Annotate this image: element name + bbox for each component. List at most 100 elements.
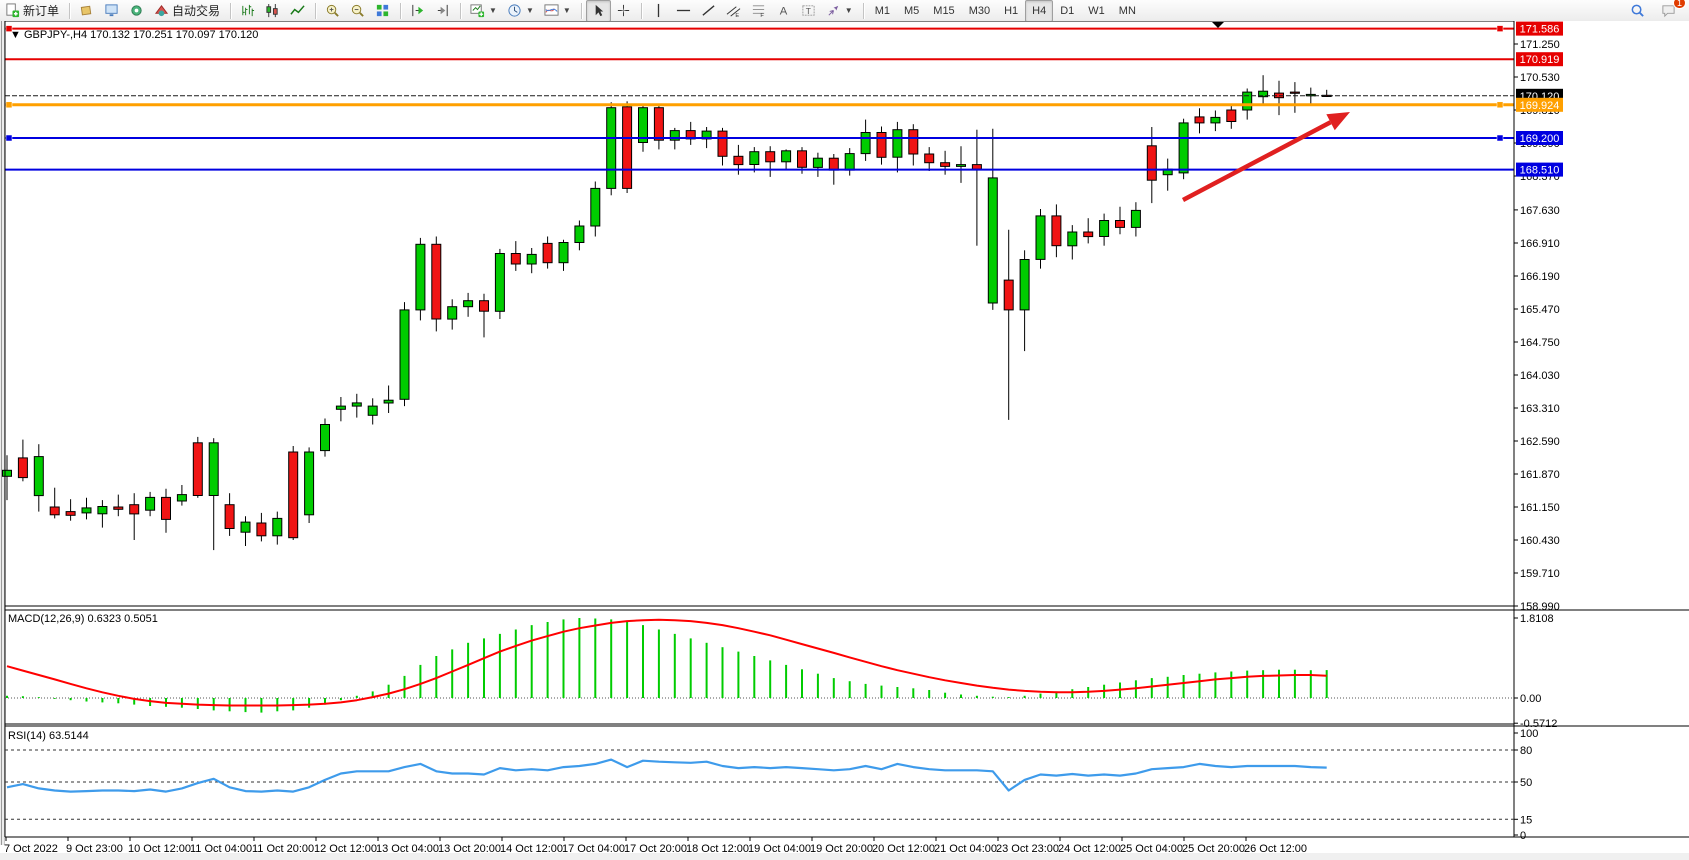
price-badges: 171.586170.919170.120169.924169.200168.5…: [1516, 21, 1563, 177]
horizontal-line-tool[interactable]: [671, 0, 696, 22]
tile-windows-button[interactable]: [370, 0, 395, 22]
time-tick-label: 14 Oct 12:00: [500, 843, 563, 855]
crosshair-tool-button[interactable]: [611, 0, 636, 22]
community-button[interactable]: 1: [1656, 0, 1686, 22]
line-chart-button[interactable]: [285, 0, 310, 22]
text-tool-icon: A: [776, 3, 791, 18]
candle: [256, 522, 267, 537]
timeframe-H4[interactable]: H4: [1025, 0, 1054, 22]
candle: [765, 151, 776, 163]
text-tool[interactable]: A: [771, 0, 796, 22]
chart-canvas[interactable]: 171.250170.530169.810169.090168.370167.6…: [0, 21, 1689, 860]
zoom-out-button[interactable]: [345, 0, 370, 22]
line-handle[interactable]: [1496, 25, 1504, 32]
auto-trading-button[interactable]: 自动交易: [149, 0, 225, 22]
time-tick-label: 17 Oct 20:00: [624, 843, 687, 855]
candle: [367, 405, 378, 416]
candle: [1130, 209, 1141, 228]
line-handle[interactable]: [1496, 101, 1504, 109]
time-tick-label: 12 Oct 12:00: [314, 843, 377, 855]
timeframe-M15[interactable]: M15: [933, 4, 955, 17]
timeframe-M30[interactable]: M30: [968, 4, 991, 17]
signals-button[interactable]: [124, 0, 149, 22]
timeframe-W1[interactable]: W1: [1088, 4, 1105, 17]
equidistant-channel-tool[interactable]: E: [721, 0, 746, 22]
timeframe-MN[interactable]: MN: [1118, 4, 1136, 17]
timeframe-M1[interactable]: M1: [874, 4, 890, 17]
price-badge: 168.510: [1520, 165, 1560, 177]
line-handle[interactable]: [5, 25, 13, 32]
new-order-button[interactable]: 新订单: [0, 0, 64, 22]
price-tick-label: 164.750: [1520, 337, 1560, 349]
candle: [399, 309, 410, 400]
market-watch-button[interactable]: [74, 0, 99, 22]
trend-arrow-annotation[interactable]: [1181, 112, 1350, 202]
candlestick-series: [2, 75, 1332, 551]
toolbar-separator: [315, 2, 317, 19]
line-handle[interactable]: [1496, 134, 1504, 142]
chart-background: [0, 21, 1689, 860]
trendline-tool[interactable]: [696, 0, 721, 22]
new-chart-button[interactable]: ▼: [465, 0, 502, 22]
charts-button[interactable]: [99, 0, 124, 22]
candle: [224, 504, 235, 530]
timeframe-M5[interactable]: M5: [904, 4, 920, 17]
chart-shift-button[interactable]: [430, 0, 455, 22]
vertical-line-tool[interactable]: [646, 0, 671, 22]
time-tick-label: 17 Oct 04:00: [562, 843, 625, 855]
time-tick-label: 13 Oct 20:00: [438, 843, 501, 855]
dropdown-caret-icon[interactable]: ▼: [525, 6, 534, 15]
auto-scroll-button-icon: [410, 3, 425, 18]
chart-shift-marker[interactable]: [1212, 22, 1224, 28]
window-bottom-edge: [0, 853, 1689, 860]
dropdown-caret-icon[interactable]: ▼: [844, 6, 853, 15]
price-tick-label: 163.310: [1520, 403, 1560, 415]
bar-chart-button[interactable]: [235, 0, 260, 22]
arrows-tool[interactable]: ▼: [821, 0, 858, 22]
indicators-button[interactable]: ▼: [539, 0, 576, 22]
candle: [1146, 145, 1157, 181]
candle: [208, 442, 219, 496]
fibonacci-tool[interactable]: F: [746, 0, 771, 22]
cursor-tool-button[interactable]: [585, 0, 611, 22]
candle: [113, 506, 124, 510]
candle: [1194, 116, 1205, 124]
toolbar-separator: [230, 2, 232, 19]
time-tick-label: 24 Oct 12:00: [1058, 843, 1121, 855]
time-tick-label: 10 Oct 12:00: [128, 843, 191, 855]
price-tick-label: 171.250: [1520, 39, 1560, 51]
horizontal-lines[interactable]: [5, 25, 1514, 171]
dropdown-caret-icon[interactable]: ▼: [489, 6, 497, 15]
price-tick-label: 166.910: [1520, 238, 1560, 250]
candle-chart-button[interactable]: [260, 0, 285, 22]
time-tick-label: 19 Oct 04:00: [748, 843, 811, 855]
auto-scroll-button[interactable]: [405, 0, 430, 22]
price-tick-label: 158.990: [1520, 601, 1560, 613]
rsi-tick-label: 0: [1520, 830, 1526, 842]
line-handle[interactable]: [5, 101, 13, 109]
line-handle[interactable]: [5, 134, 13, 142]
candle: [844, 153, 855, 171]
rsi-pane: RSI(14) 63.5144 100 80 50 15 0: [5, 728, 1538, 842]
candle: [479, 300, 489, 312]
macd-tick-label: 1.8108: [1520, 613, 1554, 625]
search-button[interactable]: [1625, 0, 1650, 22]
timeframe-H1[interactable]: H1: [1004, 4, 1019, 17]
profiles-button[interactable]: ▼: [502, 0, 539, 22]
candle: [1019, 259, 1030, 311]
notification-badge: 1: [1672, 0, 1686, 9]
text-label-tool[interactable]: T: [796, 0, 821, 22]
dropdown-caret-icon[interactable]: ▼: [562, 6, 571, 15]
timeframe-D1[interactable]: D1: [1060, 4, 1075, 17]
zoom-in-button[interactable]: [320, 0, 345, 22]
candle: [526, 253, 537, 265]
price-tick-label: 159.710: [1520, 568, 1560, 580]
price-badge: 169.200: [1520, 133, 1560, 145]
toolbar-separator: [460, 2, 462, 19]
candle: [876, 132, 887, 158]
candle: [749, 151, 760, 165]
time-tick-label: 11 Oct 04:00: [190, 843, 252, 855]
macd-tick-label: 0.00: [1520, 693, 1541, 705]
candle: [606, 107, 617, 189]
